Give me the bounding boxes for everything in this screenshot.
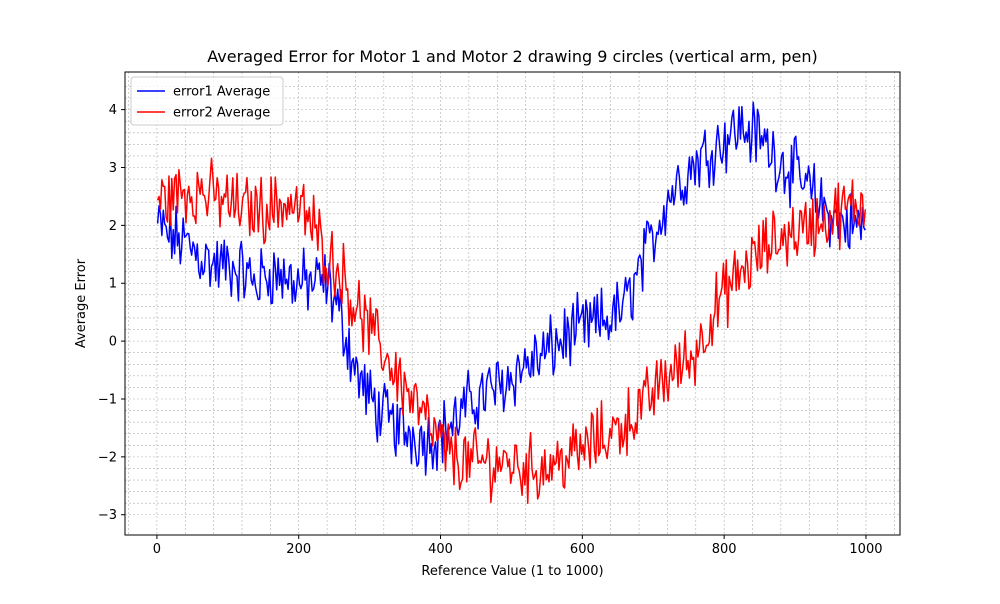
series-line-1 — [156, 101, 866, 476]
x-axis-label: Reference Value (1 to 1000) — [421, 564, 603, 579]
x-tick-label: 1000 — [849, 542, 882, 557]
y-tick-label: 0 — [109, 335, 117, 350]
legend-label-error1: error1 Average — [173, 85, 270, 100]
y-tick-label: 2 — [109, 219, 117, 234]
chart-title: Averaged Error for Motor 1 and Motor 2 d… — [207, 47, 817, 66]
y-tick-label: −2 — [98, 450, 117, 465]
y-tick-label: −3 — [98, 508, 117, 523]
x-tick-label: 800 — [712, 542, 737, 557]
legend-label-error2: error2 Average — [173, 106, 270, 121]
y-tick-label: 1 — [109, 277, 117, 292]
series-line-2 — [156, 157, 867, 504]
ticks: 0 200 400 600 800 1000 −3 −2 −1 0 1 2 3 4 — [98, 103, 883, 557]
y-axis-label: Average Error — [74, 258, 89, 348]
y-tick-label: −1 — [98, 392, 117, 407]
plot-frame — [124, 71, 901, 536]
x-tick-label: 600 — [570, 542, 595, 557]
legend-box — [130, 76, 284, 126]
y-tick-label: 4 — [109, 103, 117, 118]
y-tick-label: 3 — [109, 161, 117, 176]
legend: error1 Average error2 Average — [130, 76, 284, 126]
x-tick-label: 200 — [286, 542, 311, 557]
x-tick-label: 400 — [428, 542, 453, 557]
x-tick-label: 0 — [153, 542, 161, 557]
series-lines — [156, 101, 867, 504]
grid — [125, 72, 900, 535]
